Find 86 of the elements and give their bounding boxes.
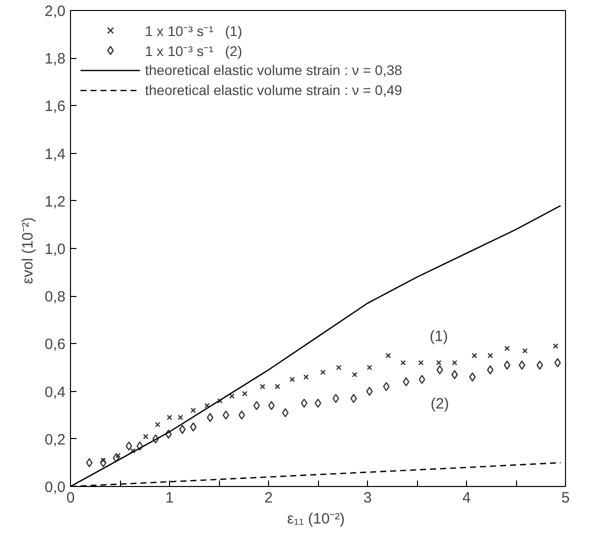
annotation: (1) [430, 328, 448, 346]
point [206, 412, 214, 422]
point [100, 458, 106, 464]
point [229, 393, 235, 399]
point [300, 398, 308, 408]
point [536, 360, 544, 370]
point [238, 410, 246, 420]
point [115, 452, 121, 458]
point [100, 458, 106, 468]
point [217, 398, 223, 404]
point [451, 370, 458, 380]
point [178, 414, 184, 420]
y-tick-label: 0,8 [44, 288, 66, 306]
y-tick-label: 0,2 [44, 431, 66, 448]
point [504, 360, 510, 370]
point [554, 358, 561, 368]
point [418, 374, 426, 384]
point [452, 360, 458, 366]
point [350, 394, 357, 404]
point [136, 441, 144, 451]
y-tick-label: 2,0 [44, 3, 66, 20]
point [436, 360, 442, 366]
x-tick-label: 1 [165, 490, 174, 506]
point [112, 453, 120, 463]
point [504, 346, 510, 352]
point [290, 376, 295, 382]
point [386, 352, 392, 358]
y-tick-label: 1,8 [44, 50, 66, 68]
point [86, 458, 93, 468]
legend-label: 1 x 10⁻³ s⁻¹ (1) [145, 22, 242, 40]
point [126, 441, 132, 451]
point [204, 402, 210, 408]
point [522, 348, 528, 354]
point [418, 360, 424, 366]
point [222, 410, 230, 420]
point [303, 374, 309, 380]
y-tick-label: 1,2 [44, 193, 66, 210]
point [274, 384, 280, 390]
point [352, 372, 358, 378]
x-tick-label: 3 [363, 490, 372, 506]
point [469, 372, 476, 382]
y-tick-label: 1,0 [44, 241, 66, 258]
x-tick-label: 5 [561, 490, 570, 506]
point [436, 365, 444, 374]
point [366, 386, 373, 396]
legend-label: 1 x 10⁻³ s⁻¹ (2) [145, 42, 242, 60]
annotation: (2) [430, 395, 449, 412]
point [253, 400, 260, 410]
point [402, 377, 410, 386]
x-axis-title: ε₁₁ (10⁻²) [287, 510, 345, 528]
y-tick-label: 0,4 [44, 384, 66, 401]
point [260, 384, 266, 390]
point [282, 408, 289, 418]
y-axis-title: εvol (10⁻²) [20, 217, 37, 284]
point [190, 408, 196, 414]
point [179, 424, 186, 434]
point [320, 370, 326, 375]
point [268, 400, 275, 410]
y-tick-label: 1,6 [44, 98, 66, 116]
point [166, 414, 172, 420]
point [332, 394, 340, 404]
point [518, 360, 526, 370]
y-tick-label: 0,0 [44, 479, 66, 496]
x-tick-label: 2 [264, 490, 273, 506]
point [314, 398, 322, 408]
y-tick-label: 0,6 [44, 336, 66, 354]
legend-label: theoretical elastic volume strain : ν = 0,38 [145, 62, 402, 78]
point [143, 434, 148, 440]
point [336, 364, 342, 370]
point [130, 448, 136, 454]
point [383, 382, 390, 392]
x-tick-label: 4 [462, 490, 471, 506]
point [154, 422, 160, 428]
legend-label: theoretical elastic volume strain : ν = 0,49 [145, 82, 402, 98]
point [552, 343, 558, 349]
point [366, 364, 372, 370]
point [472, 352, 478, 358]
point [165, 430, 172, 439]
point [152, 434, 159, 444]
point [400, 360, 406, 366]
point [190, 422, 197, 432]
y-tick-label: 1,4 [44, 146, 66, 163]
point [486, 365, 494, 374]
point [242, 390, 248, 396]
point [488, 352, 493, 358]
x-tick-label: 0 [66, 490, 75, 506]
